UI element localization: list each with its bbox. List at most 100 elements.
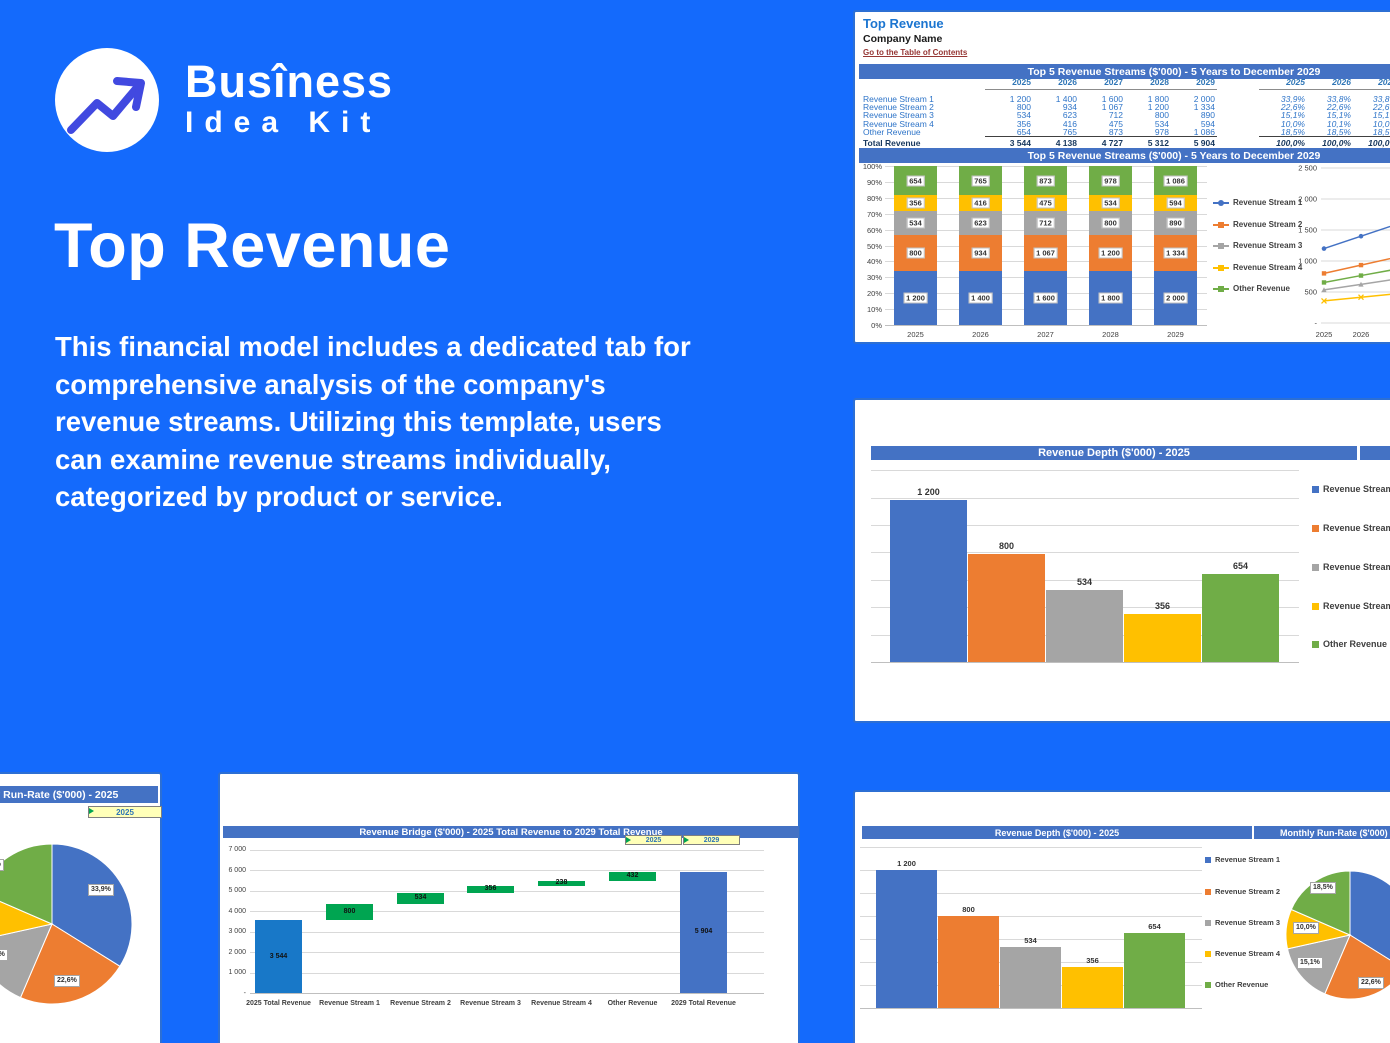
legend-marker: [1213, 285, 1229, 292]
bar: [1000, 946, 1061, 1008]
table-cell-share: 10,0%: [1280, 118, 1305, 129]
grid-line: [871, 552, 1299, 554]
x-axis-label: Revenue Stream 1: [319, 1000, 380, 1007]
waterfall-bar: [467, 885, 514, 893]
table-of-contents-link[interactable]: Go to the Table of Contents: [863, 48, 968, 57]
y-axis-tick-label: 3 000: [228, 928, 246, 935]
bar-value-label: 356: [1154, 600, 1171, 611]
legend-marker-dot: [1218, 242, 1224, 249]
segment-value-label: 1 200: [903, 292, 928, 304]
pie-slice: [1349, 870, 1390, 961]
legend-label: Revenue Stream 3: [1233, 241, 1303, 250]
x-axis-label: 2028: [1102, 330, 1119, 339]
grid-line: [871, 579, 1299, 581]
legend-label: Other Revenue: [1323, 639, 1388, 649]
legend-label: Revenue Stream 1: [1323, 484, 1390, 494]
line-series: [1323, 269, 1390, 284]
waterfall-chart: 7 000 6 000 5 000 4 000 3 000 2 000 1 000 - 3 54…: [220, 774, 802, 1043]
pie-percent-label: 15,1%: [0, 949, 8, 961]
legend-marker: [1205, 856, 1211, 863]
sheet-title: Top Revenue: [863, 16, 944, 31]
waterfall-bar: [538, 880, 585, 886]
line-series: [1323, 225, 1390, 250]
bridge-to-year: 2029: [703, 836, 720, 844]
x-axis-label: 2025: [907, 330, 924, 339]
segment-value-label: 416: [971, 197, 990, 209]
table-cell-value: 416: [1062, 118, 1077, 129]
table-total-share: 100,0%: [1368, 138, 1390, 148]
run-rate-title-bar: Monthly Run-Rate ($'000) - 2025: [0, 786, 158, 803]
legend-item: Revenue Stream 1: [1213, 198, 1302, 207]
brand-name-line2: Idea Kit: [185, 106, 382, 139]
grid-line: [250, 849, 764, 851]
table-share-year-header: 2027: [1378, 77, 1390, 87]
table-cell-value: 890: [1200, 110, 1215, 121]
legend-item: Revenue Stream 1: [1312, 484, 1390, 494]
data-point: [1358, 294, 1364, 301]
next-section-title-bar: [1360, 446, 1390, 460]
grid-line: [250, 911, 764, 912]
y-axis-tick-label: 40%: [866, 257, 882, 267]
pie-slice: [19, 923, 121, 1005]
data-point: [1358, 273, 1364, 278]
grid-line: [250, 952, 764, 953]
brand-logo: [55, 48, 159, 152]
bar: [1124, 613, 1201, 662]
pie-percent-label: 22,6%: [54, 975, 80, 987]
table-cell-value: 1 067: [1101, 102, 1123, 113]
segment-value-label: 934: [971, 247, 990, 259]
segment-value-label: 623: [971, 217, 990, 229]
pie-percent-label: 33,9%: [88, 884, 114, 896]
legend-item: Other Revenue: [1205, 980, 1268, 989]
segment-value-label: 534: [906, 217, 925, 229]
table-title: Top 5 Revenue Streams ($'000) - 5 Years …: [1027, 65, 1321, 78]
table-year-header: 2027: [1104, 77, 1123, 87]
segment-value-label: 356: [906, 197, 925, 209]
table-cell-share: 33,9%: [1280, 94, 1305, 104]
depth-title: Revenue Depth ($'000) - 2025: [1038, 447, 1190, 459]
legend-marker: [1205, 888, 1211, 895]
table-title-bar: Top 5 Revenue Streams ($'000) - 5 Years …: [859, 64, 1390, 79]
legend-marker: [1312, 602, 1319, 610]
bar-value-label: 534: [1076, 576, 1093, 587]
table-year-header: 2026: [1058, 77, 1077, 87]
table-row-label: Other Revenue: [863, 126, 921, 137]
depth-mini-title: Revenue Depth ($'000) - 2025: [994, 827, 1120, 838]
bar-value-label: 1 200: [917, 487, 940, 497]
segment-value-label: 1 400: [968, 292, 993, 304]
segment-value-label: 1 334: [1163, 247, 1188, 259]
waterfall-value-label: 534: [414, 894, 427, 902]
x-axis-label: 2027: [1037, 330, 1054, 339]
bridge-to-year-dropdown[interactable]: 2029: [683, 835, 740, 845]
segment-value-label: 1 086: [1163, 175, 1188, 187]
table-total-value: 4 138: [1055, 138, 1077, 148]
table-total-value: 5 312: [1147, 138, 1169, 148]
bridge-from-year-dropdown[interactable]: 2025: [625, 835, 682, 845]
x-axis-label: Revenue Stream 4: [531, 1000, 592, 1007]
segment-value-label: 800: [1101, 217, 1120, 229]
data-point: [1358, 281, 1364, 287]
panel-depth-and-run-rate: Revenue Depth ($'000) - 2025 Monthly Run…: [853, 790, 1390, 1043]
data-point: [1321, 280, 1327, 285]
year-filter-dropdown[interactable]: 2025: [88, 806, 162, 818]
segment-value-label: 2 000: [1163, 292, 1188, 304]
x-axis-label: 2025: [1316, 330, 1333, 339]
line-series: [1323, 257, 1390, 275]
waterfall-value-label: 800: [343, 908, 356, 916]
table-year-header: 2028: [1150, 77, 1169, 87]
data-point: [1321, 246, 1327, 251]
grid-line: [871, 470, 1299, 472]
grid-line: [860, 916, 1202, 917]
bar: [968, 554, 1045, 662]
legend-item: Revenue Stream 2: [1312, 523, 1390, 533]
pie-labels: 33,9%22,6%15,1%10,0%18,5%: [855, 792, 1390, 1043]
data-point: [1358, 233, 1364, 239]
trend-arrow-icon: [67, 77, 145, 134]
segment-value-label: 873: [1036, 175, 1055, 187]
run-rate-mini-title: Monthly Run-Rate ($'000) - 2025: [1280, 827, 1390, 838]
table-cell-share: 18,5%: [1372, 126, 1390, 137]
dropdown-marker-icon: [89, 808, 94, 814]
table-cell-value: 978: [1154, 126, 1169, 137]
